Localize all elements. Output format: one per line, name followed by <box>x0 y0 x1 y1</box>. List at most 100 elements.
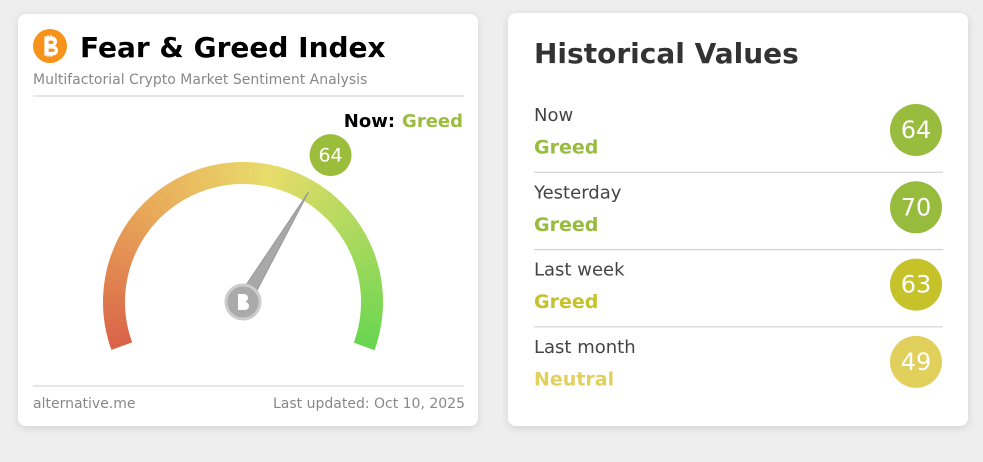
gauge-segment <box>342 227 366 245</box>
value-text: 63 <box>901 271 932 299</box>
gauge-segment <box>103 314 127 324</box>
value-badge <box>890 335 942 388</box>
gauge-segment <box>155 188 175 210</box>
last-updated: Last updated: Oct 10, 2025 <box>273 396 465 412</box>
gauge-segment <box>115 238 138 255</box>
gauge-segment <box>354 257 378 271</box>
card-subtitle: Multifactorial Crypto Market Sentiment A… <box>33 72 367 88</box>
value-text: 49 <box>901 348 932 376</box>
gauge-segment <box>150 192 170 214</box>
gauge-segment <box>281 169 296 193</box>
gauge-segment <box>350 245 374 260</box>
gauge-segment <box>328 206 350 226</box>
status-label: Greed <box>534 214 598 236</box>
gauge-segment <box>103 303 126 311</box>
status-label: Neutral <box>534 368 614 390</box>
gauge-segment <box>358 320 382 331</box>
gauge-segment <box>105 270 129 282</box>
gauge-segment <box>103 290 126 298</box>
gauge-segment <box>105 325 129 338</box>
gauge-segment <box>357 270 381 282</box>
value-badge <box>890 258 942 311</box>
source: alternative.me <box>33 396 136 412</box>
gauge-segment <box>359 283 383 293</box>
gauge-segment <box>259 163 271 187</box>
period-label: Last week <box>534 260 625 281</box>
history-list: Now Greed 64 Yesterday Greed 70 Last week Greed… <box>533 104 943 390</box>
gauge-segment <box>109 336 133 350</box>
now-label: Now: <box>344 111 395 132</box>
gauge-segment <box>106 263 130 276</box>
gauge-segment <box>229 162 238 185</box>
gauge-segment <box>203 165 216 189</box>
gauge-segment <box>302 181 320 204</box>
gauge-segment <box>121 227 144 244</box>
gauge-segment <box>248 162 257 185</box>
gauge-segment <box>196 167 210 191</box>
gauge-segment <box>161 184 179 207</box>
value-text: 70 <box>901 193 932 221</box>
now-status: Greed <box>402 111 463 132</box>
gauge-segment <box>324 201 346 222</box>
gauge-segment <box>136 205 158 226</box>
gauge-segment <box>107 331 131 344</box>
gauge-segment <box>356 263 380 276</box>
gauge-segment <box>117 232 141 249</box>
gauge-segment <box>184 172 200 195</box>
gauge-segment <box>292 174 308 198</box>
gauge-segment <box>307 184 326 207</box>
gauge-value-bubble <box>309 134 352 177</box>
gauge-segment <box>178 174 194 198</box>
gauge-segment <box>209 164 221 188</box>
gauge-segment <box>190 169 205 193</box>
gauge-segment <box>348 238 372 255</box>
gauge-segment <box>222 162 232 186</box>
gauge-segment <box>271 166 284 189</box>
gauge-segment <box>276 167 290 191</box>
status-label: Greed <box>534 291 598 313</box>
gauge-segment <box>359 277 382 287</box>
gauge-segment <box>103 296 126 304</box>
gauge-segment <box>320 196 341 218</box>
gauge-segment <box>332 211 354 230</box>
gauge-segment <box>311 188 331 210</box>
gauge-segment <box>345 233 369 250</box>
period-label: Now <box>534 105 573 126</box>
gauge-segment <box>353 336 377 351</box>
gauge-segment <box>360 290 383 299</box>
gauge-segment <box>108 257 132 270</box>
gauge-segment <box>132 210 154 230</box>
gauge-segment <box>339 221 362 240</box>
gauge-segment <box>297 177 314 201</box>
card-title: Historical Values <box>534 37 799 70</box>
gauge-segment <box>128 216 150 235</box>
gauge-segment <box>141 201 162 222</box>
history-card <box>508 13 968 426</box>
value-badge <box>890 181 942 234</box>
gauge-segment <box>172 177 189 201</box>
value-badge <box>890 104 942 156</box>
gauge-segment <box>336 216 358 235</box>
period-label: Last month <box>534 337 636 358</box>
value-text: 64 <box>901 116 932 144</box>
gauge-segment <box>104 276 127 287</box>
gauge-segment <box>360 303 383 311</box>
gauge-segment <box>265 164 277 188</box>
gauge-segment <box>236 161 244 185</box>
period-label: Yesterday <box>533 182 622 203</box>
status-label: Greed <box>534 137 598 159</box>
gauge-segment <box>287 172 302 195</box>
gauge-segment <box>355 331 379 344</box>
gauge-segment <box>357 326 381 338</box>
gauge-segment <box>243 162 251 185</box>
bitcoin-logo <box>33 29 67 63</box>
gauge-segment <box>166 180 184 204</box>
gauge-segment <box>110 250 134 265</box>
gauge-segment <box>112 244 136 260</box>
gauge-segment <box>359 314 383 325</box>
gauge-value: 64 <box>318 145 342 167</box>
gauge-segment <box>360 297 383 305</box>
gauge-segment <box>316 192 336 214</box>
gauge-segment <box>145 196 166 218</box>
